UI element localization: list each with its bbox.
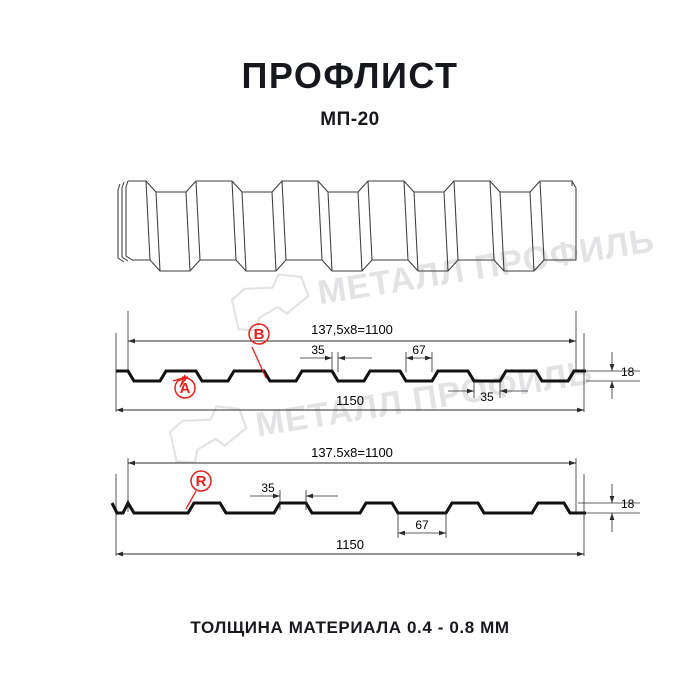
dim-label-67-bottom: 67 bbox=[415, 518, 429, 532]
dim-label-35-top-left: 35 bbox=[311, 343, 325, 357]
page-title: ПРОФЛИСТ bbox=[241, 55, 459, 96]
dim-35-top-right bbox=[448, 381, 528, 398]
dim-35-bottom bbox=[250, 490, 338, 510]
material-thickness-note: ТОЛЩИНА МАТЕРИАЛА 0.4 - 0.8 ММ bbox=[190, 618, 510, 637]
dim-137-top bbox=[128, 338, 576, 344]
title-block: ПРОФЛИСТ МП-20 bbox=[0, 56, 700, 131]
dim-label-18-top: 18 bbox=[621, 365, 635, 379]
dim-1150-bottom bbox=[116, 551, 584, 557]
product-model: МП-20 bbox=[320, 109, 380, 130]
dim-label-overall-bottom: 1150 bbox=[336, 537, 364, 552]
dim-18-bottom bbox=[578, 484, 640, 532]
dim-label-module-top: 137,5x8=1100 bbox=[311, 322, 393, 337]
metall-profil-logo-icon bbox=[168, 405, 248, 464]
dim-label-module-bottom: 137.5x8=1100 bbox=[311, 445, 393, 460]
dim-label-35-top-right: 35 bbox=[480, 390, 494, 404]
dim-1150-top bbox=[116, 407, 584, 413]
balloon-label-r: R bbox=[196, 473, 207, 490]
dim-label-67-top: 67 bbox=[412, 343, 426, 357]
dim-137-bottom bbox=[128, 460, 576, 466]
isometric-corrugated-sheet bbox=[117, 180, 577, 272]
metall-profil-logo-icon bbox=[230, 273, 310, 332]
dim-35-top-left bbox=[300, 352, 372, 372]
balloon-a: A bbox=[172, 374, 196, 399]
profile-outline-top bbox=[116, 369, 586, 383]
dim-label-18-bottom: 18 bbox=[621, 497, 635, 511]
watermark-text: МЕТАЛЛ ПРОФИЛЬ bbox=[253, 353, 595, 444]
balloon-label-b: B bbox=[254, 326, 265, 343]
profile-outline-bottom bbox=[110, 499, 586, 515]
dim-label-overall-top: 1150 bbox=[336, 393, 364, 408]
dim-label-35-bottom: 35 bbox=[261, 481, 275, 495]
balloon-b: B bbox=[248, 323, 270, 379]
dim-18-top bbox=[586, 352, 640, 399]
dim-67-bottom bbox=[397, 513, 447, 538]
balloon-label-a: A bbox=[180, 380, 191, 397]
cross-section-r: 137.5x8=1100 1150 35 bbox=[110, 445, 640, 557]
balloon-r: R bbox=[185, 470, 212, 510]
cross-section-a-b: 137,5x8=1100 1150 35 bbox=[115, 311, 640, 413]
dim-67-top bbox=[405, 352, 433, 372]
